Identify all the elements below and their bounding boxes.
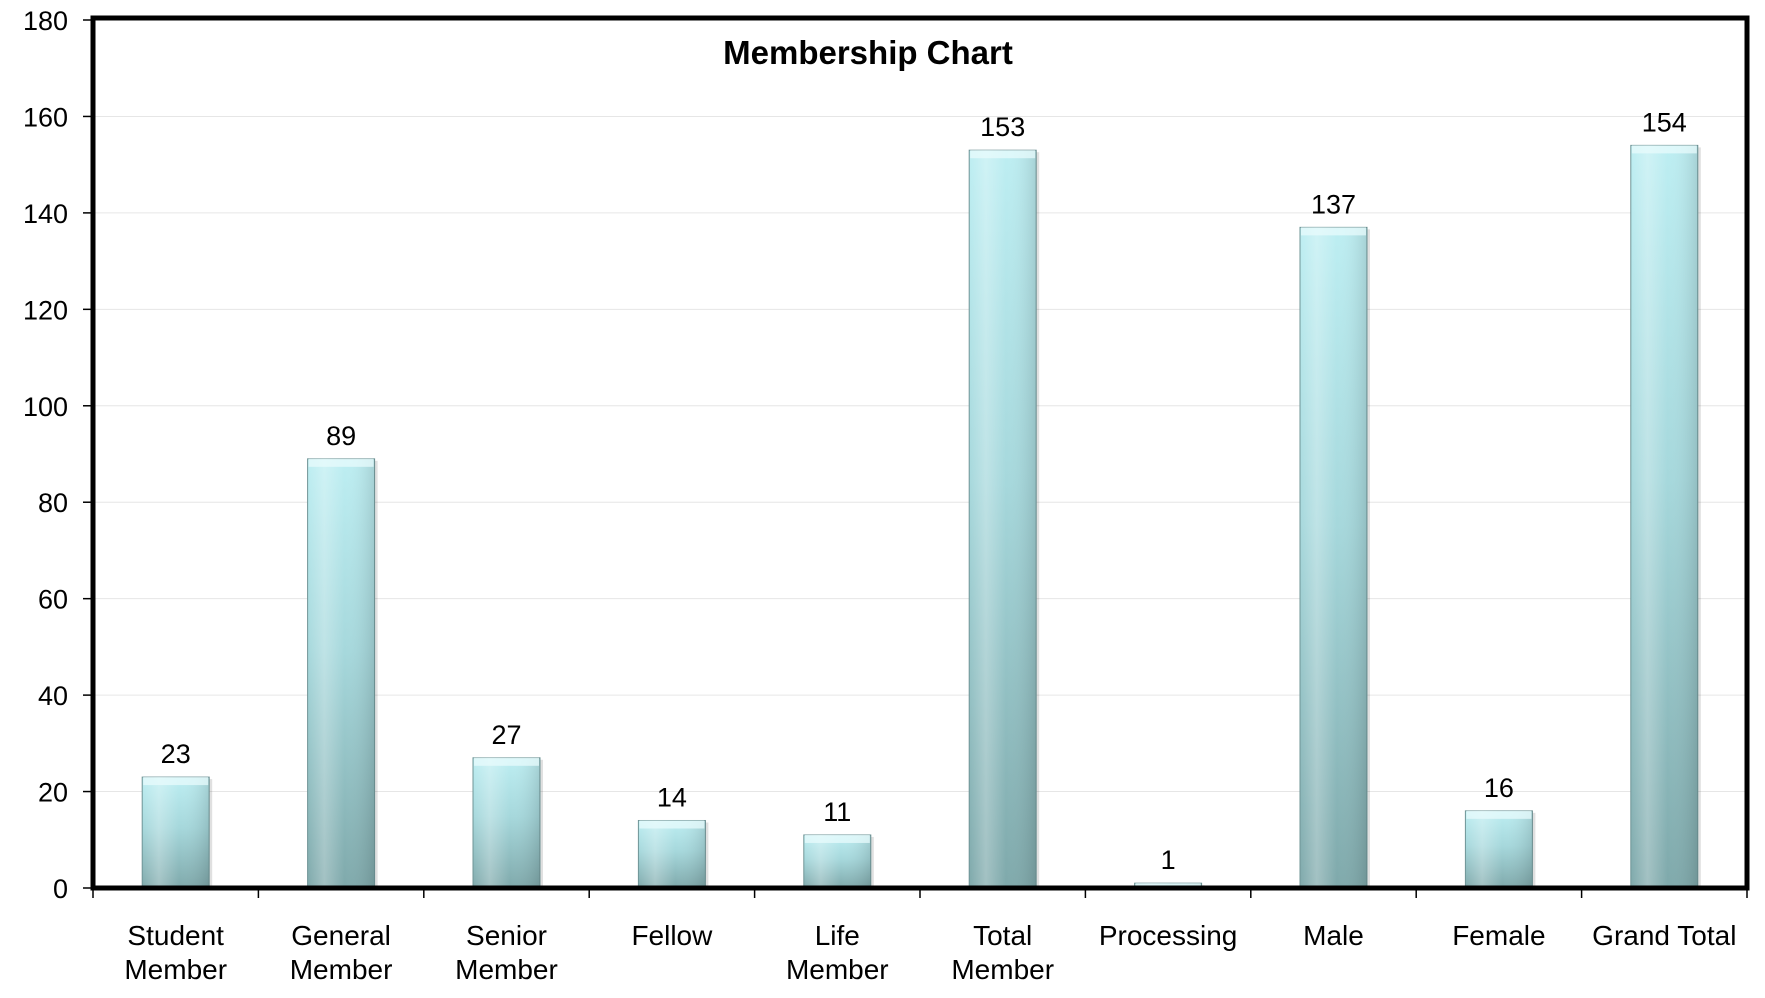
x-tick-label: Fellow: [631, 920, 713, 951]
x-tick-label-line: Fellow: [631, 920, 713, 951]
data-label: 16: [1484, 773, 1514, 803]
bar: [1299, 226, 1370, 890]
y-tick-label: 60: [38, 585, 68, 615]
x-tick-label-line: Life: [815, 920, 860, 951]
data-labels: 23 89 27 14 11 153 1 137 16 154: [161, 107, 1687, 875]
data-label: 27: [491, 720, 521, 750]
bar-shine: [307, 458, 375, 888]
bar-cap: [1301, 227, 1366, 236]
y-tick-label: 20: [38, 778, 68, 808]
y-tick-label: 120: [23, 295, 68, 325]
x-tick-label: Processing: [1099, 920, 1238, 951]
bar-cap: [308, 458, 374, 467]
bar: [803, 834, 874, 890]
x-tick-label-line: Processing: [1099, 920, 1238, 951]
x-tick-label: Female: [1452, 920, 1545, 951]
bar-shine: [1630, 145, 1698, 888]
data-label: 137: [1311, 189, 1356, 219]
x-tick-label-line: Member: [786, 954, 889, 985]
x-tick-label-line: Senior: [466, 920, 547, 951]
y-tick-label: 40: [38, 681, 68, 711]
x-tick-label: Total Member: [951, 920, 1054, 985]
bar-cap: [143, 777, 209, 786]
bar: [1464, 810, 1536, 890]
bar-shine: [1300, 227, 1367, 888]
y-tick-label: 80: [38, 488, 68, 518]
x-tick-label-line: Student: [127, 920, 224, 951]
bar-shine: [803, 834, 871, 888]
bar-cap: [970, 150, 1036, 159]
x-tick-label-line: Member: [455, 954, 558, 985]
y-tick-label: 160: [23, 102, 68, 132]
data-label: 23: [161, 739, 191, 769]
x-tick-label: Student Member: [124, 920, 227, 985]
x-tick-label-line: Member: [124, 954, 227, 985]
bar: [307, 458, 378, 890]
x-tick-label-line: Total: [973, 920, 1032, 951]
x-tick-label-line: Grand Total: [1592, 920, 1736, 951]
data-label: 11: [823, 797, 851, 827]
bar-cap: [1631, 145, 1697, 154]
y-tick-label: 180: [23, 6, 68, 36]
x-tick-label: Life Member: [786, 920, 889, 985]
y-tick-label: 0: [53, 874, 68, 904]
bar: [637, 819, 709, 890]
data-label: 154: [1642, 107, 1687, 137]
y-tick-label: 100: [23, 392, 68, 422]
data-label: 1: [1161, 845, 1176, 875]
x-tick-label: Senior Member: [455, 920, 558, 985]
bars: [141, 144, 1701, 890]
bar-cap: [639, 820, 705, 829]
chart-title: Membership Chart: [723, 34, 1013, 71]
bar-cap: [474, 757, 539, 766]
data-label: 153: [980, 112, 1025, 142]
x-tick-label-line: Member: [951, 954, 1054, 985]
data-label: 89: [326, 421, 356, 451]
bar-shine: [638, 820, 706, 888]
x-tick-label-line: General: [291, 920, 391, 951]
data-label: 14: [657, 782, 687, 812]
y-tick-label: 140: [23, 199, 68, 229]
bar-cap: [804, 834, 870, 843]
bar: [968, 149, 1040, 890]
x-tick-label: General Member: [290, 920, 393, 985]
bar: [472, 757, 543, 890]
bar: [1630, 144, 1701, 890]
x-tick-label-line: Female: [1452, 920, 1545, 951]
bar-shine: [1465, 810, 1533, 888]
x-tick-label: Grand Total: [1592, 920, 1736, 951]
x-tick-label-line: Male: [1303, 920, 1364, 951]
bar-shine: [473, 757, 540, 888]
x-tick-label: Male: [1303, 920, 1364, 951]
bar: [141, 776, 213, 890]
x-tick-label-line: Member: [290, 954, 393, 985]
bar-shine: [142, 777, 210, 888]
bar-shine: [969, 150, 1037, 888]
bar-cap: [1466, 810, 1532, 819]
